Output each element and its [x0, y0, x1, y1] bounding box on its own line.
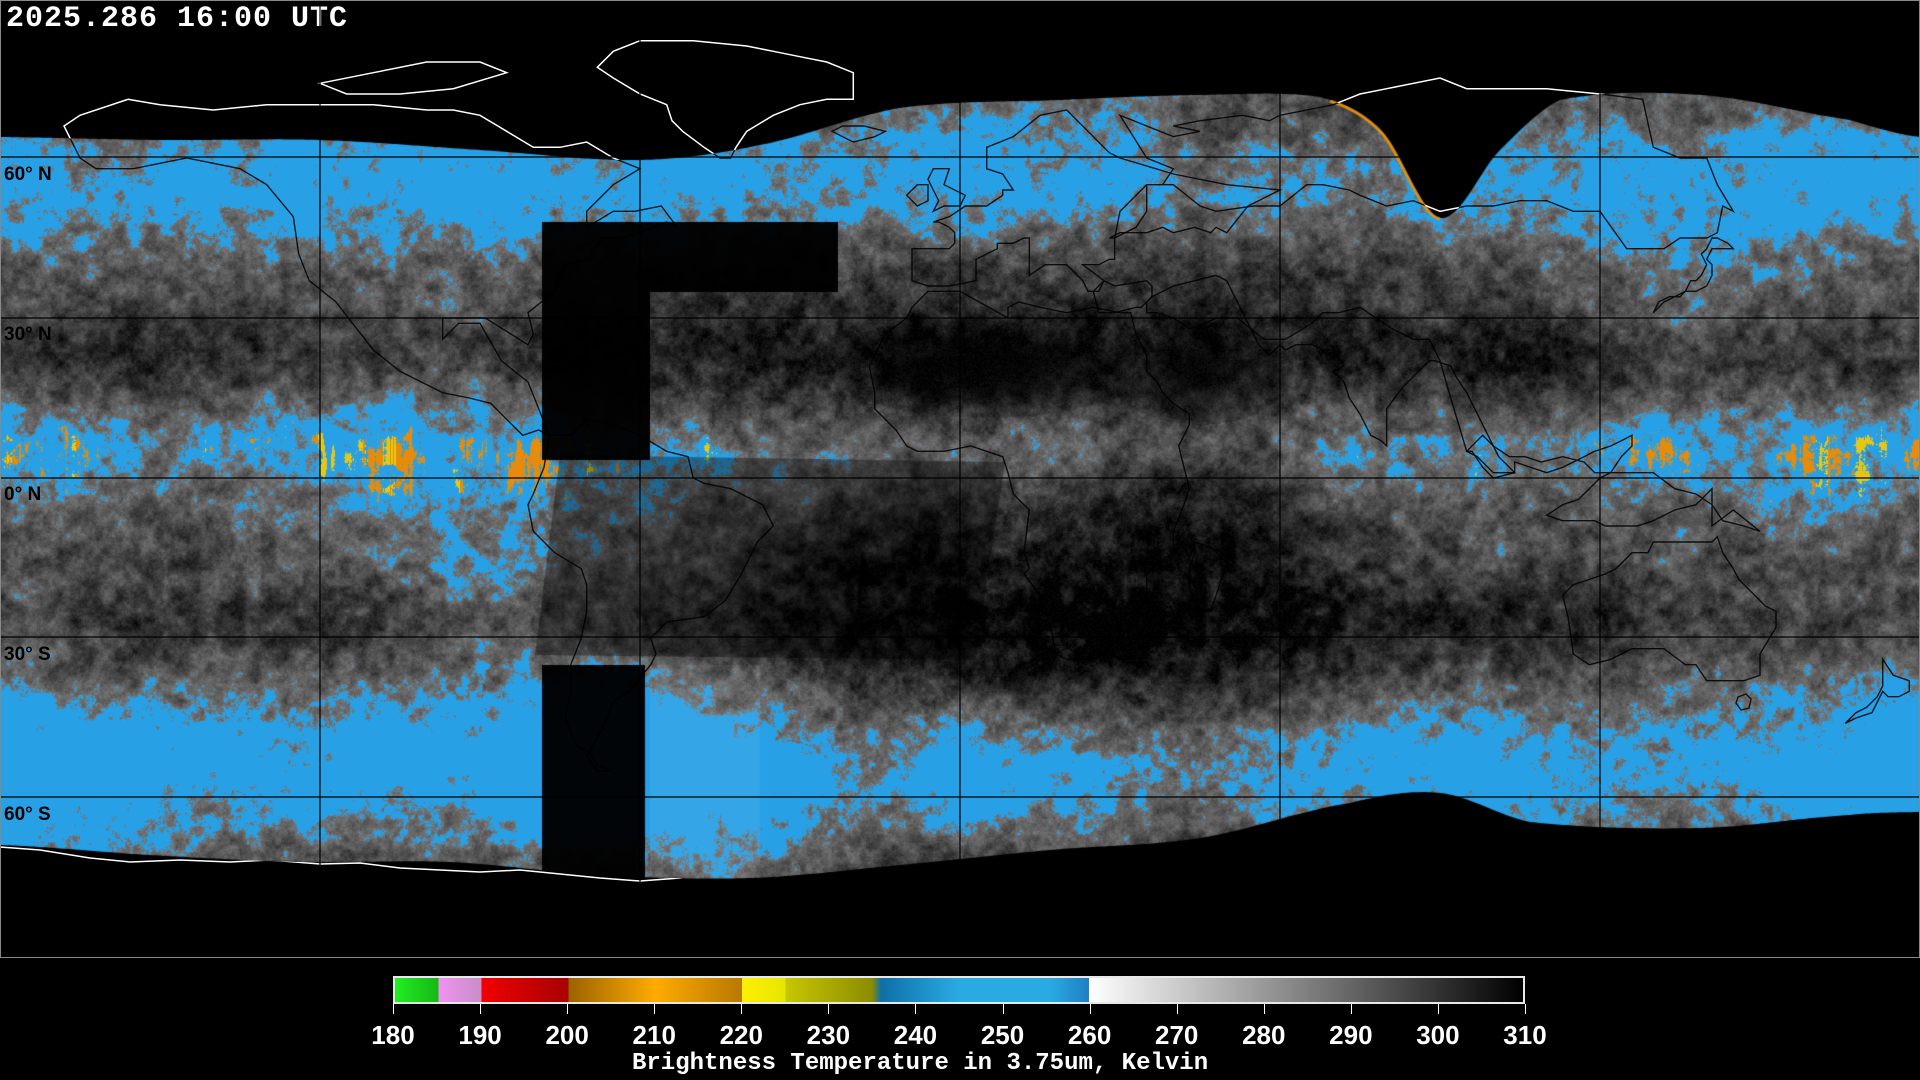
svg-text:30° S: 30° S	[4, 644, 51, 665]
svg-text:60° N: 60° N	[4, 164, 52, 185]
svg-text:0° N: 0° N	[4, 484, 41, 505]
svg-text:30° N: 30° N	[4, 324, 52, 345]
svg-text:60° S: 60° S	[4, 804, 51, 825]
